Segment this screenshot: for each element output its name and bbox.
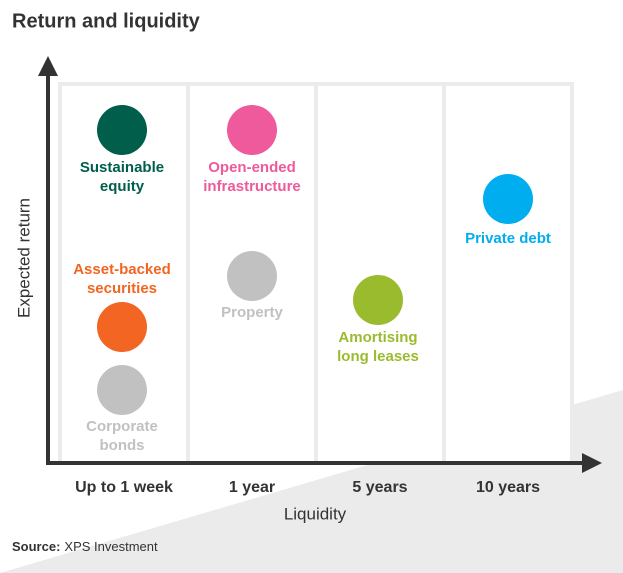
- column-label: Up to 1 week: [75, 479, 173, 496]
- item-dot: [97, 365, 147, 415]
- item-dot: [97, 105, 147, 155]
- item-dot: [227, 251, 277, 301]
- item-label: infrastructure: [203, 178, 301, 195]
- item-label: securities: [87, 280, 157, 297]
- column: [318, 86, 442, 461]
- item-label: Sustainable: [80, 159, 164, 176]
- column-label: 10 years: [476, 479, 540, 496]
- item-label: Open-ended: [208, 159, 296, 176]
- x-axis-label: Liquidity: [284, 504, 347, 523]
- item-dot: [483, 174, 533, 224]
- item-dot: [353, 275, 403, 325]
- source-text: XPS Investment: [64, 539, 158, 554]
- item-dot: [97, 302, 147, 352]
- column: [446, 86, 570, 461]
- item-label: Corporate: [86, 418, 158, 435]
- column-label: 1 year: [229, 479, 275, 496]
- item-label: bonds: [100, 437, 145, 454]
- y-axis-label: Expected return: [14, 198, 33, 318]
- item-dot: [227, 105, 277, 155]
- item-label: equity: [100, 178, 145, 195]
- x-arrow: [582, 453, 602, 473]
- title: Return and liquidity: [12, 10, 201, 32]
- item-label: Property: [221, 304, 283, 321]
- item-label: long leases: [337, 348, 419, 365]
- column-label: 5 years: [352, 479, 407, 496]
- item-label: Asset-backed: [73, 261, 171, 278]
- items: Sustainable equity Asset-backed securities C…: [73, 105, 551, 454]
- item-label: Private debt: [465, 230, 551, 247]
- y-arrow: [38, 56, 58, 76]
- item-label: Amortising: [338, 329, 417, 346]
- source-label: Source:: [12, 539, 60, 554]
- source: Source: XPS Investment: [12, 539, 158, 554]
